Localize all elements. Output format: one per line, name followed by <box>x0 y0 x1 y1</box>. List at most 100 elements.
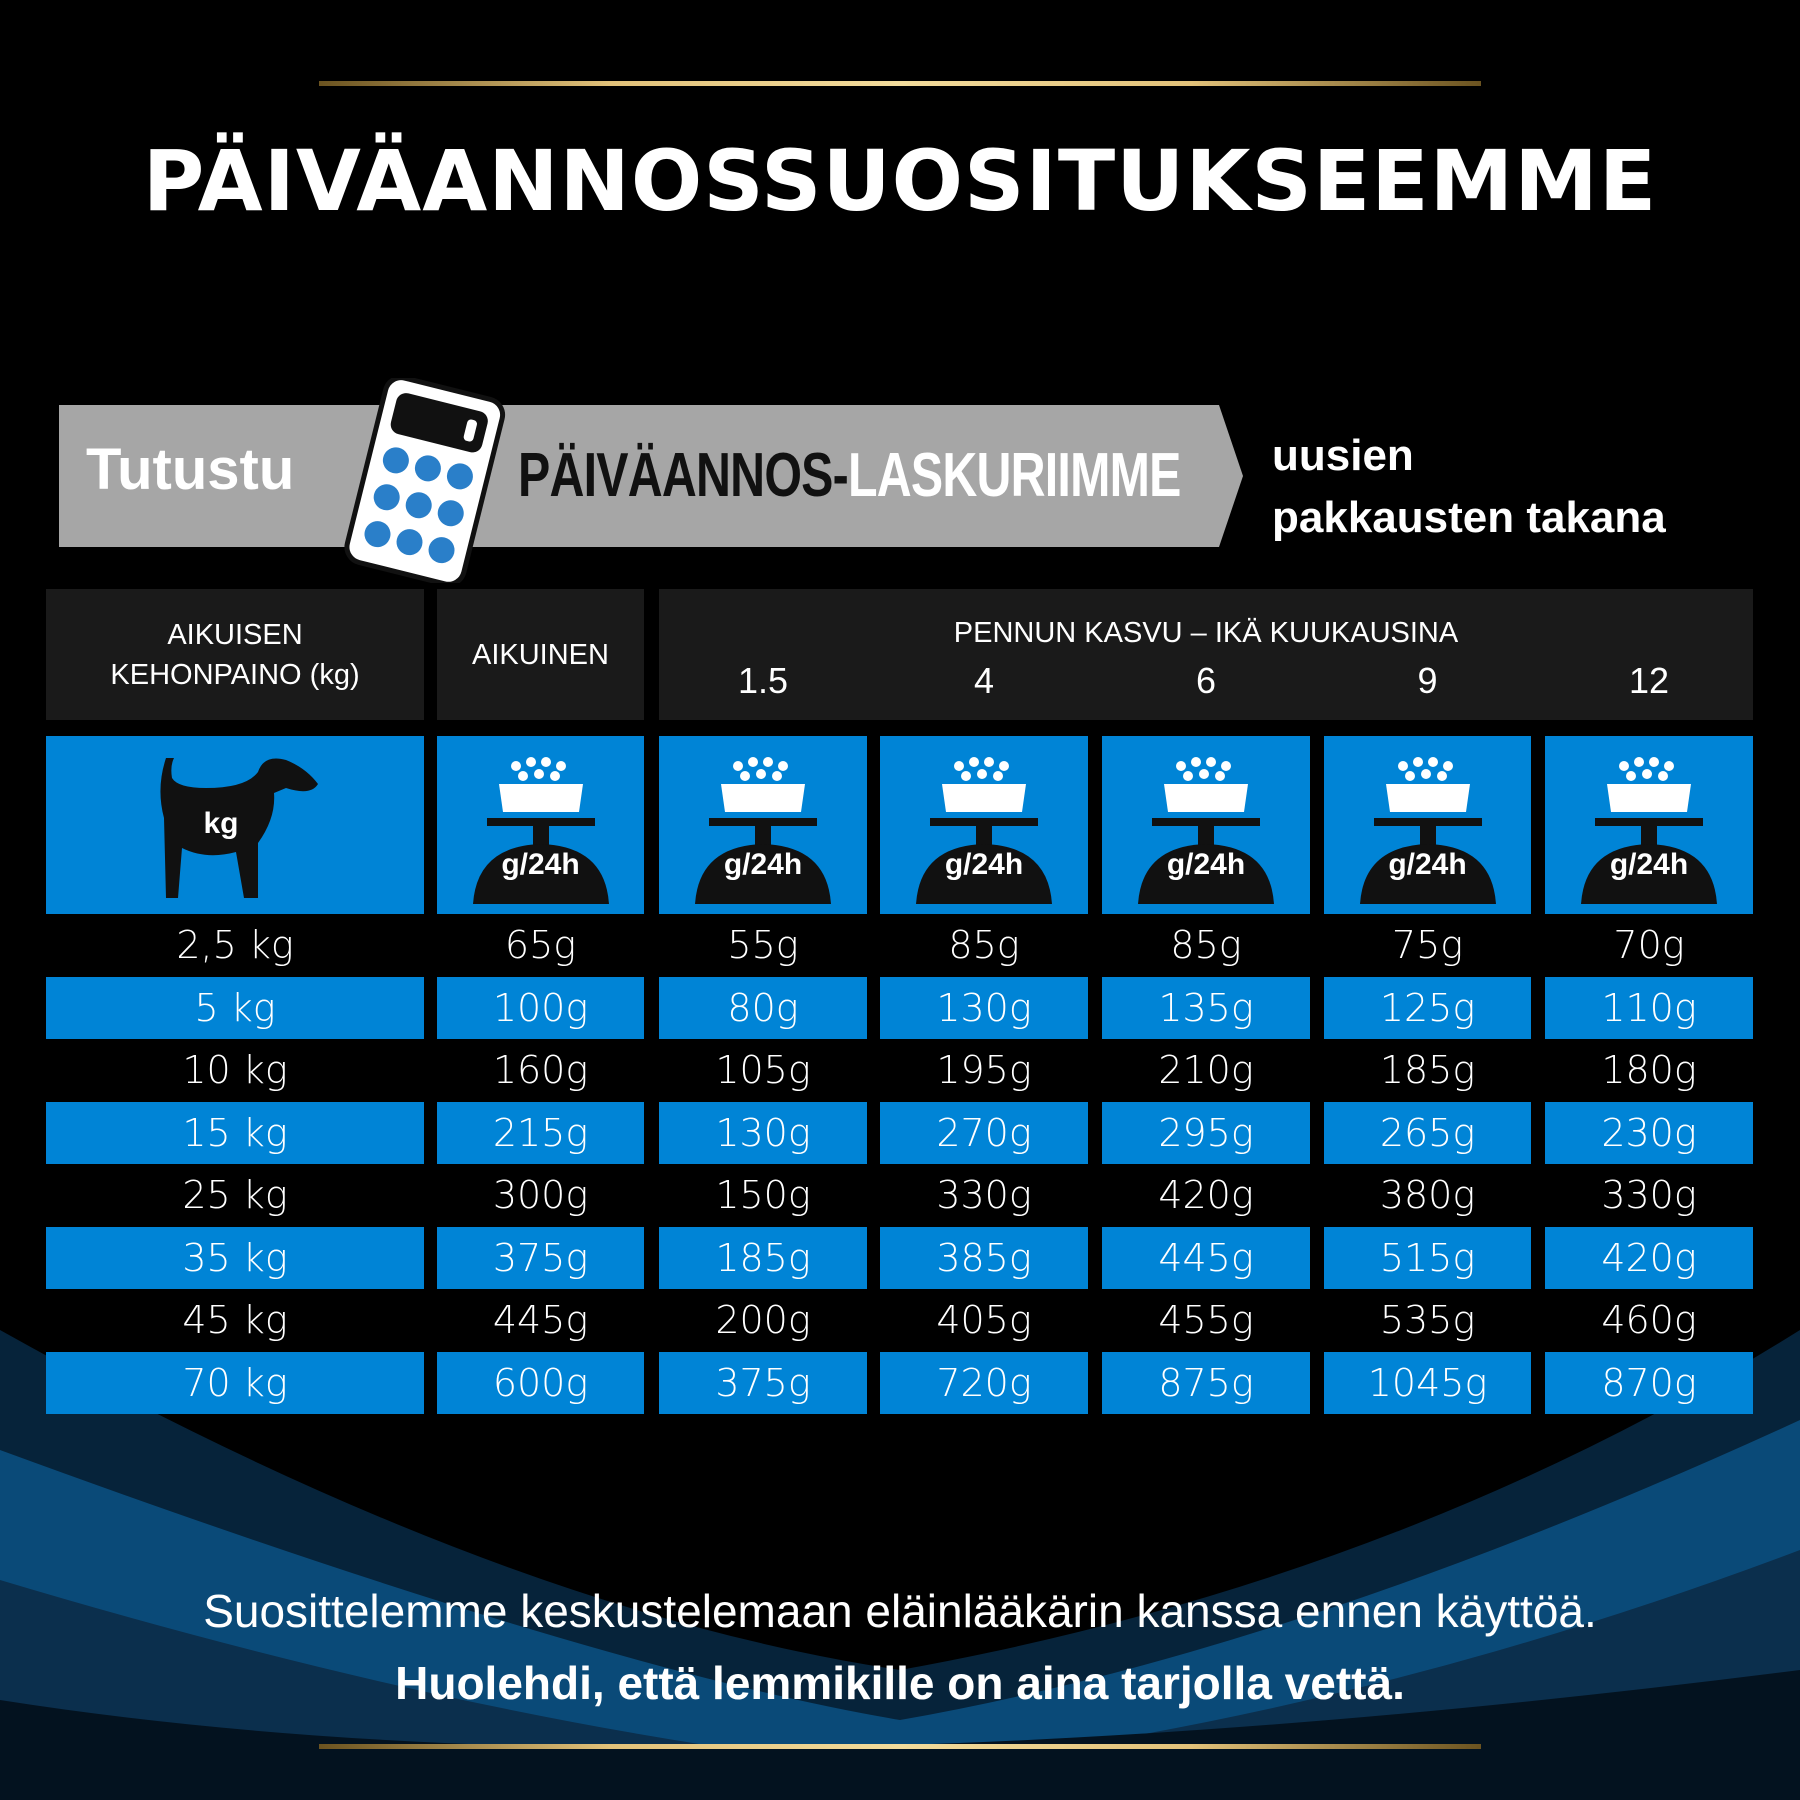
weight-cell: 5 kg <box>46 976 424 1039</box>
banner-side-text: uusien pakkausten takana <box>1272 425 1666 549</box>
portion-cell: 180g <box>1601 1048 1697 1092</box>
calculator-label-part2: LASKURIIMME <box>847 441 1181 510</box>
age-header: 1.5 <box>737 660 789 701</box>
weight-cell: 10 kg <box>182 1048 288 1092</box>
food-scale-icon <box>695 757 831 904</box>
portion-icon-cell: g/24h <box>1102 736 1310 914</box>
page-title: PÄIVÄANNOSSUOSITUKSEEMME <box>142 132 1658 230</box>
portion-icon-cell: g/24h <box>437 736 644 914</box>
portion-icon-cell: g/24h <box>1545 736 1753 914</box>
portion-icon-label: g/24h <box>501 848 580 881</box>
portion-cell: 210g <box>1158 1048 1254 1092</box>
portion-cell: 70g <box>1613 923 1685 967</box>
header-weight-line2: KEHONPAINO (kg) <box>110 658 360 691</box>
portion-cell: 125g <box>1324 976 1531 1039</box>
portion-cell: 405g <box>936 1298 1032 1342</box>
portion-cell: 55g <box>727 923 799 967</box>
age-header: 12 <box>1628 660 1670 701</box>
weight-cell: 70 kg <box>46 1351 424 1414</box>
portion-cell: 460g <box>1601 1298 1697 1342</box>
portion-cell: 135g <box>1102 976 1310 1039</box>
portion-cell: 75g <box>1391 923 1464 967</box>
portion-cell: 85g <box>1170 923 1242 967</box>
weight-cell: 15 kg <box>46 1101 424 1164</box>
header-weight: AIKUISEN KEHONPAINO (kg) <box>46 589 424 720</box>
footer-water-note: Huolehdi, että lemmikille on aina tarjol… <box>395 1657 1405 1709</box>
banner-lead: Tutustu <box>86 437 295 502</box>
portion-cell: 195g <box>936 1048 1032 1092</box>
portion-cell: 330g <box>936 1173 1032 1217</box>
portion-cell: 375g <box>659 1351 867 1414</box>
portion-cell: 230g <box>1545 1101 1753 1164</box>
portion-cell: 445g <box>492 1298 589 1342</box>
portion-cell: 600g <box>437 1351 644 1414</box>
portion-icon-label: g/24h <box>1609 848 1689 881</box>
portion-cell: 160g <box>492 1048 589 1092</box>
food-scale-icon <box>1138 757 1274 904</box>
header-puppy: PENNUN KASVU – IKÄ KUUKAUSINA <box>659 589 1753 720</box>
portion-cell: 65g <box>504 923 577 967</box>
portion-cell: 80g <box>659 976 867 1039</box>
footer-advice: Suosittelemme keskustelemaan eläinlääkär… <box>203 1585 1597 1637</box>
portion-cell: 270g <box>880 1101 1088 1164</box>
weight-icon-label: kg <box>203 807 238 840</box>
portion-cell: 720g <box>880 1351 1088 1414</box>
background-wave <box>0 1330 1800 1800</box>
food-scale-icon <box>916 757 1052 904</box>
portion-cell: 265g <box>1324 1101 1531 1164</box>
food-scale-icon <box>1359 757 1496 904</box>
portion-cell: 330g <box>1601 1173 1697 1217</box>
portion-cell: 870g <box>1545 1351 1753 1414</box>
portion-cell: 375g <box>437 1226 644 1289</box>
portion-cell: 105g <box>715 1048 811 1092</box>
portion-icon-cell: g/24h <box>1324 736 1531 914</box>
top-gold-divider <box>319 81 1481 86</box>
weight-icon-cell: kg <box>46 736 424 914</box>
side-line-2: pakkausten takana <box>1272 493 1666 542</box>
portion-cell: 875g <box>1102 1351 1310 1414</box>
portion-cell: 420g <box>1158 1173 1254 1217</box>
portion-icon-cell: g/24h <box>880 736 1088 914</box>
portion-cell: 515g <box>1324 1226 1531 1289</box>
side-line-1: uusien <box>1272 431 1414 480</box>
dog-icon: kg <box>160 758 318 898</box>
portion-icon-label: g/24h <box>1388 848 1467 881</box>
portion-cell: 445g <box>1102 1226 1310 1289</box>
header-weight-line1: AIKUISEN <box>167 618 303 651</box>
calculator-label-part1: PÄIVÄANNOS- <box>518 441 849 510</box>
age-header: 4 <box>973 660 995 701</box>
weight-cell: 35 kg <box>46 1226 424 1289</box>
portion-cell: 130g <box>880 976 1088 1039</box>
portion-cell: 215g <box>437 1101 644 1164</box>
bottom-gold-divider <box>319 1744 1481 1749</box>
portion-cell: 110g <box>1545 976 1753 1039</box>
portion-cell: 85g <box>948 923 1020 967</box>
food-scale-icon <box>1581 757 1717 904</box>
portion-icon-cell: g/24h <box>659 736 867 914</box>
portion-cell: 455g <box>1158 1298 1254 1342</box>
portion-cell: 185g <box>659 1226 867 1289</box>
portion-cell: 385g <box>880 1226 1088 1289</box>
age-header: 6 <box>1195 660 1217 701</box>
age-header: 9 <box>1417 660 1438 701</box>
weight-cell: 2,5 kg <box>176 923 294 967</box>
portion-cell: 150g <box>715 1173 811 1217</box>
portion-cell: 185g <box>1379 1048 1476 1092</box>
portion-cell: 200g <box>715 1298 811 1342</box>
portion-icon-label: g/24h <box>1166 848 1246 881</box>
portion-cell: 100g <box>437 976 644 1039</box>
header-adult: AIKUINEN <box>437 589 644 720</box>
portion-cell: 130g <box>659 1101 867 1164</box>
portion-cell: 1045g <box>1324 1351 1531 1414</box>
food-scale-icon <box>472 757 609 904</box>
portion-cell: 420g <box>1545 1226 1753 1289</box>
portion-cell: 300g <box>492 1173 589 1217</box>
portion-cell: 295g <box>1102 1101 1310 1164</box>
portion-icon-label: g/24h <box>723 848 803 881</box>
portion-cell: 535g <box>1379 1298 1476 1342</box>
portion-icon-label: g/24h <box>944 848 1024 881</box>
portion-cell: 380g <box>1379 1173 1476 1217</box>
calculator-label: PÄIVÄANNOS-LASKURIIMME <box>518 440 1181 511</box>
weight-cell: 45 kg <box>182 1298 288 1342</box>
weight-cell: 25 kg <box>182 1173 288 1217</box>
